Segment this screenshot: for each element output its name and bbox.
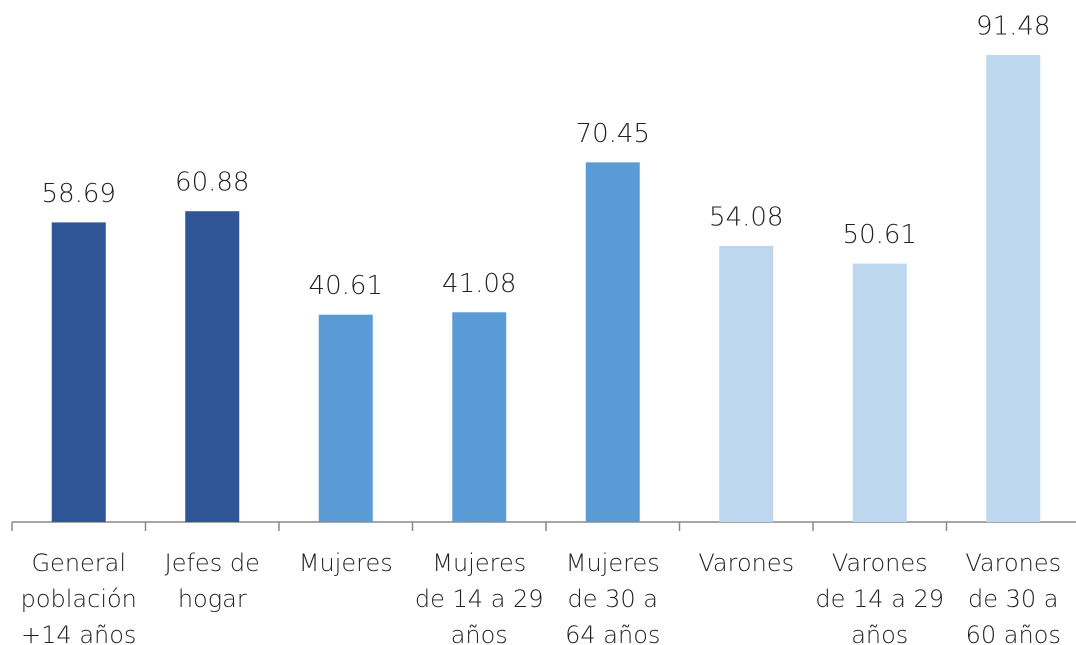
x-tick-label: de 14 a 29 [415,585,544,613]
x-tick-label: Varones [832,549,928,577]
value-label: 40.61 [309,271,383,301]
value-label: 50.61 [843,220,917,250]
x-tick-label: Mujeres [432,549,526,577]
x-tick-label: Varones [698,549,794,577]
x-tick-label: Mujeres [566,549,660,577]
x-tick-label: años [851,621,908,645]
x-tick-label: población [21,585,137,613]
x-tick-label: Jefes de [165,549,260,577]
value-label: 58.69 [42,179,116,209]
value-label: 91.48 [976,12,1050,42]
bar [452,312,507,522]
value-label: 54.08 [709,202,783,232]
bar [318,314,373,522]
x-tick-label: Varones [965,549,1061,577]
bar [986,55,1041,522]
x-tick-label: General [31,549,126,577]
bar [185,211,240,523]
x-tick-label: Mujeres [299,549,393,577]
bar [51,222,106,522]
bar [585,162,640,522]
x-tick-label: hogar [178,585,247,613]
value-label: 41.08 [442,269,516,299]
x-tick-label: de 30 a [968,585,1059,613]
value-label: 60.88 [175,168,249,198]
x-tick-label: 60 años [966,621,1061,645]
bar [719,245,774,522]
x-tick-label: de 14 a 29 [815,585,944,613]
value-label: 70.45 [576,119,650,149]
bar [852,263,907,522]
x-tick-label: +14 años [21,621,136,645]
x-tick-label: 64 años [565,621,660,645]
x-tick-label: años [451,621,508,645]
x-tick-label: de 30 a [567,585,658,613]
